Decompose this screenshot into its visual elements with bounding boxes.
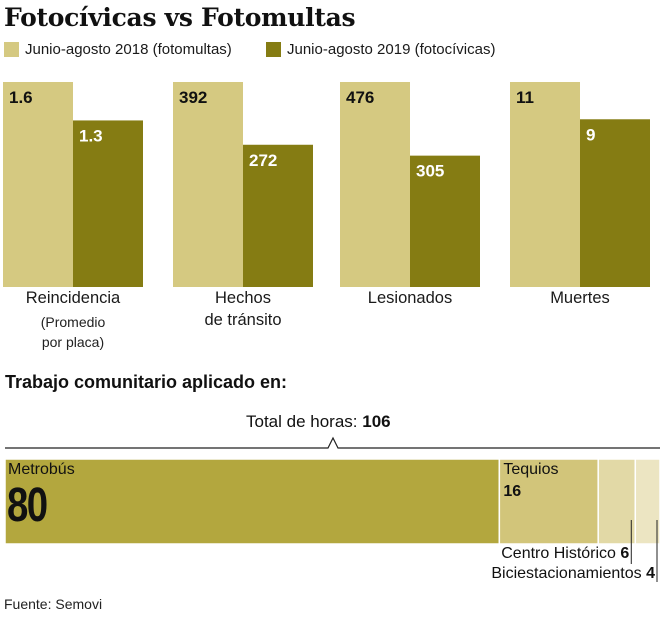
category-label-2-0: Lesionados bbox=[367, 289, 453, 307]
legend-swatch-2018 bbox=[4, 41, 19, 57]
category-label-3-0: Muertes bbox=[550, 289, 610, 307]
bar-1-0 bbox=[173, 82, 243, 287]
bar-0-0 bbox=[3, 82, 73, 287]
category-sublabel-0-1: por placa) bbox=[41, 334, 105, 350]
hbar-label-1: Tequios bbox=[503, 461, 559, 478]
callout-bici-label: Biciestacionamientos bbox=[491, 565, 647, 582]
bar-value-3-0: 11 bbox=[516, 88, 534, 107]
bar-value-0-0: 1.6 bbox=[9, 88, 33, 107]
hbar-segment-2 bbox=[597, 458, 637, 545]
callout-bici-value: 4 bbox=[646, 565, 655, 582]
bar-3-1 bbox=[580, 119, 650, 287]
category-label-0-0: Reincidencia bbox=[25, 289, 121, 307]
hbar-value-0: 80 bbox=[7, 479, 48, 532]
category-label-1-1: de tránsito bbox=[204, 311, 282, 329]
total-hours: Total de horas: 106 bbox=[246, 412, 391, 432]
bar-2-0 bbox=[340, 82, 410, 287]
chart-title: Fotocívicas vs Fotomultas bbox=[4, 3, 356, 32]
legend-swatch-2019 bbox=[266, 41, 281, 57]
bar-value-3-1: 9 bbox=[586, 125, 595, 144]
hbar-segment-3 bbox=[634, 458, 661, 545]
category-label-1-0: Hechos bbox=[215, 289, 271, 307]
source-note: Fuente: Semovi bbox=[4, 596, 103, 612]
bar-1-1 bbox=[243, 144, 313, 287]
hbar-value-1: 16 bbox=[503, 483, 522, 500]
callout-biciestacionamientos: Biciestacionamientos 4 bbox=[491, 565, 655, 583]
bar-value-1-1: 272 bbox=[249, 151, 277, 170]
legend-item-2019: Junio-agosto 2019 (fotocívicas) bbox=[266, 40, 495, 58]
legend-label-2019: Junio-agosto 2019 (fotocívicas) bbox=[287, 40, 496, 58]
bar-value-2-0: 476 bbox=[346, 88, 374, 107]
bar-value-1-0: 392 bbox=[179, 88, 207, 107]
bar-value-0-1: 1.3 bbox=[79, 126, 103, 145]
legend-label-2018: Junio-agosto 2018 (fotomultas) bbox=[25, 40, 232, 58]
stacked-hbar-chart bbox=[4, 436, 661, 582]
hbar-segment-0 bbox=[4, 458, 501, 545]
hbar-segment-1 bbox=[498, 458, 599, 545]
total-hours-value: 106 bbox=[362, 412, 391, 431]
category-sublabel-0-0: (Promedio bbox=[40, 314, 106, 330]
callout-centro-historico: Centro Histórico 6 bbox=[501, 545, 629, 563]
bar-0-1 bbox=[73, 120, 143, 287]
total-hours-label: Total de horas: bbox=[246, 412, 358, 431]
callout-centro-value: 6 bbox=[620, 545, 630, 562]
bar-2-1 bbox=[410, 155, 480, 287]
bar-value-2-1: 305 bbox=[416, 162, 444, 181]
total-bracket bbox=[5, 436, 660, 449]
bar-3-0 bbox=[510, 82, 580, 287]
legend-item-2018: Junio-agosto 2018 (fotomultas) bbox=[4, 40, 232, 58]
grouped-bar-chart: 1.6 1.3 392 272 476 305 11 9 bbox=[3, 82, 650, 287]
section-title: Trabajo comunitario aplicado en: bbox=[5, 372, 288, 392]
callout-centro-label: Centro Histórico bbox=[501, 545, 621, 562]
hbar-label-0: Metrobús bbox=[8, 461, 75, 478]
